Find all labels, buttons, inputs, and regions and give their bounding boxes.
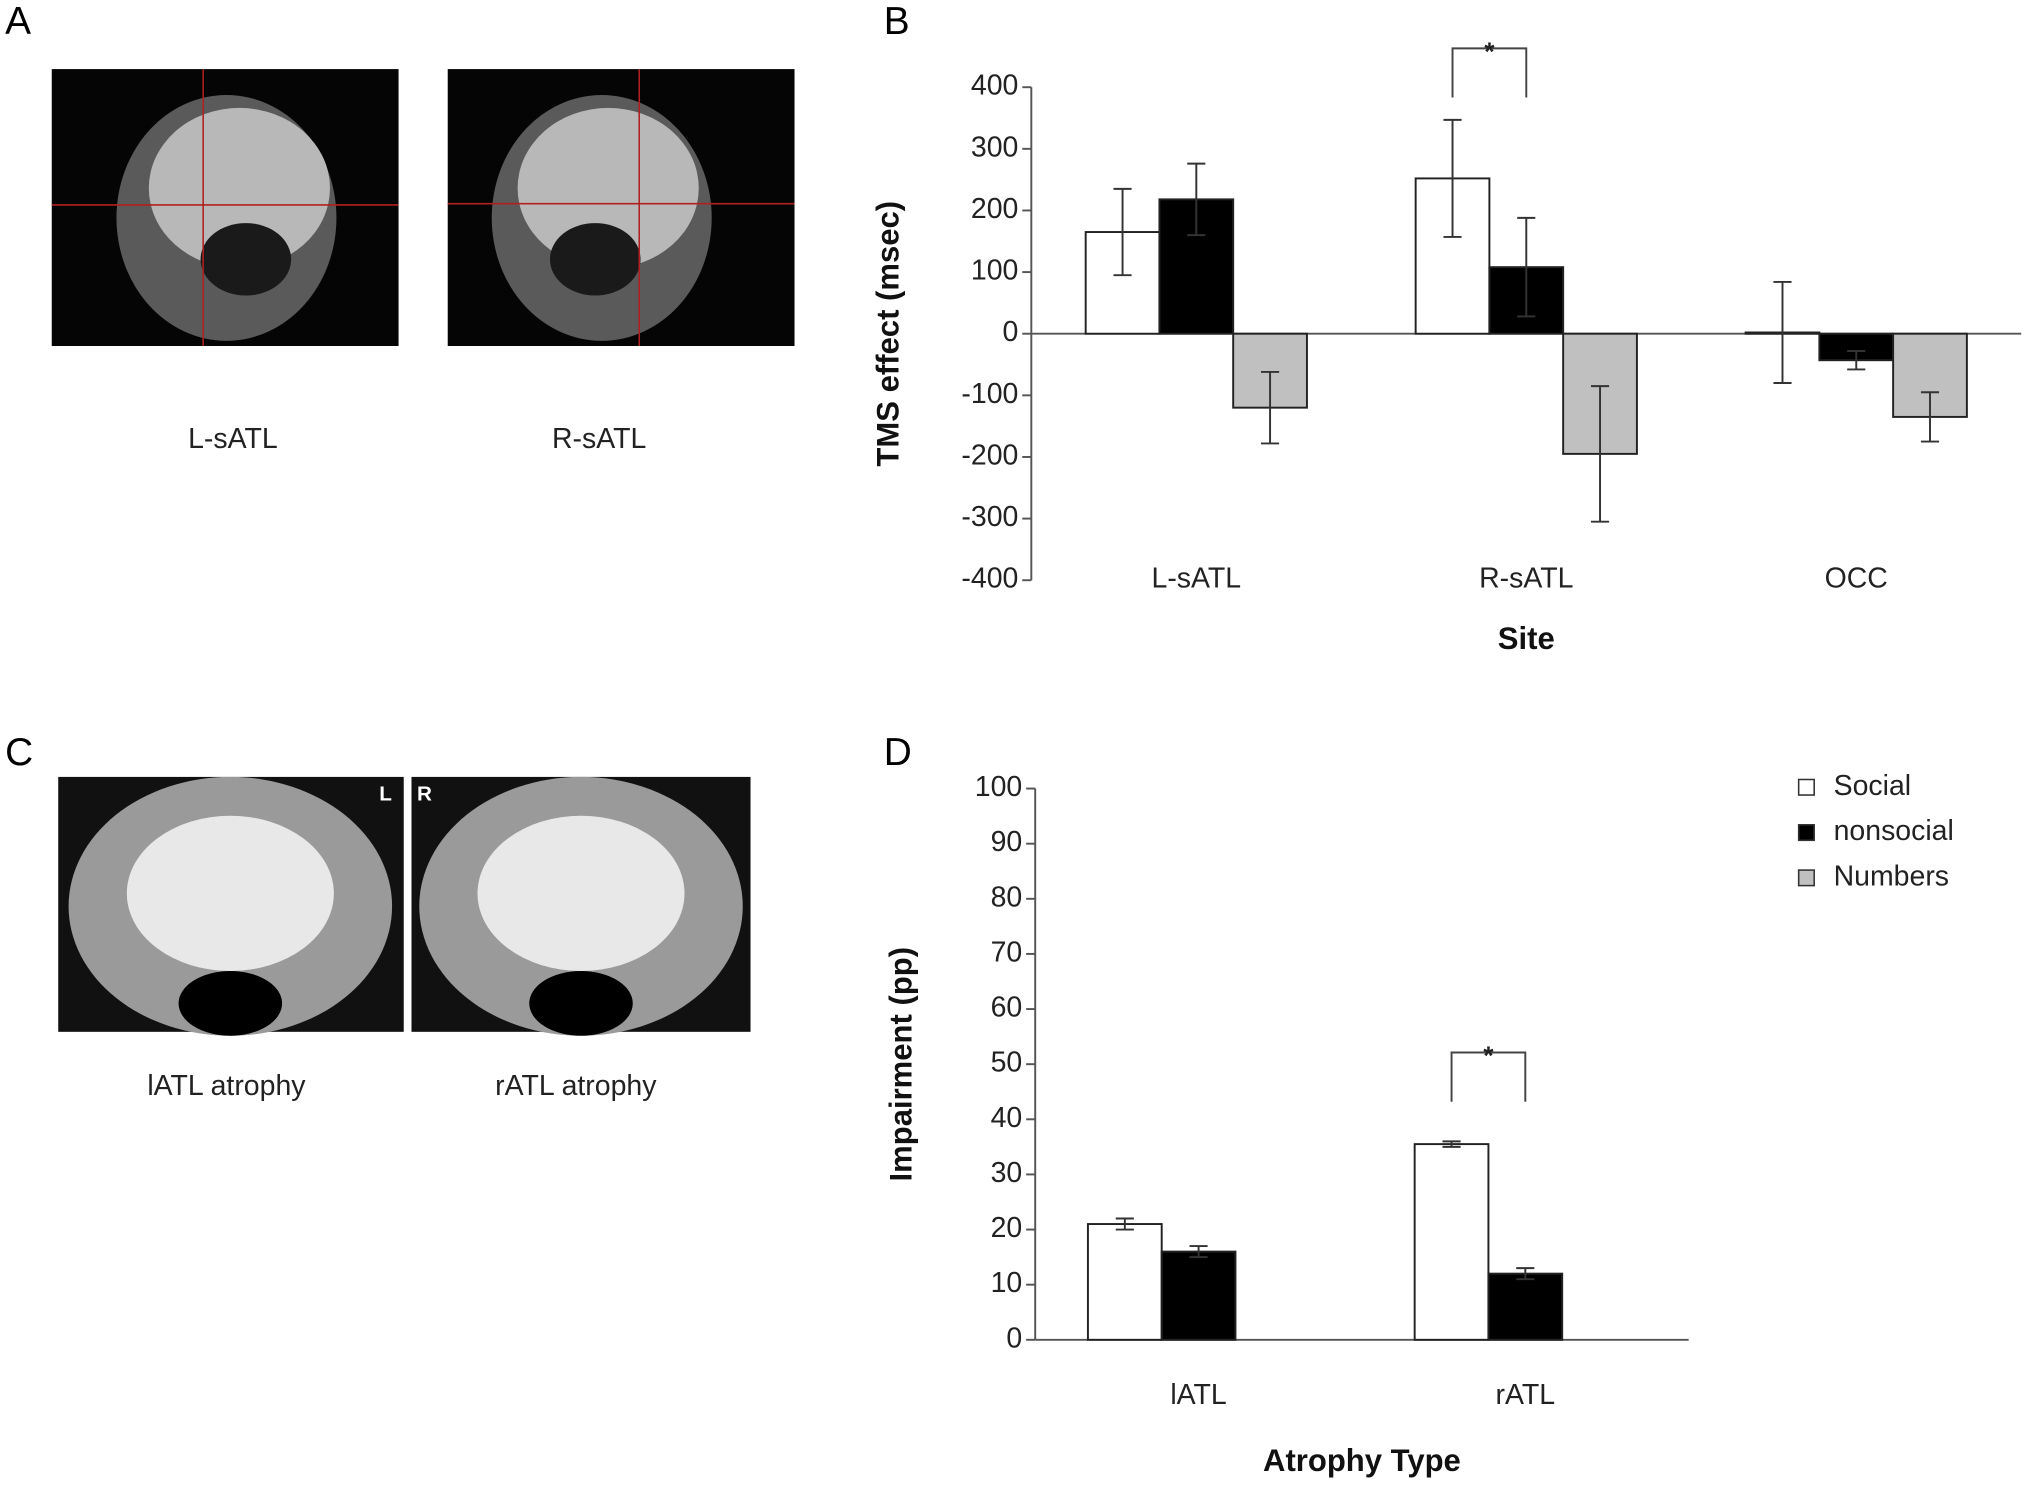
y-tick-label: 20 xyxy=(991,1212,1023,1244)
y-tick-label: 300 xyxy=(971,131,1018,163)
legend-swatch xyxy=(1797,824,1815,842)
x-tick-label: L-sATL xyxy=(1152,563,1242,595)
panel-letter: D xyxy=(884,731,912,774)
bar xyxy=(1160,1250,1237,1341)
x-tick-label: OCC xyxy=(1825,563,1888,595)
mri-sagittal xyxy=(447,69,795,347)
y-tick-label: -100 xyxy=(961,378,1018,410)
error-bar xyxy=(1442,1140,1461,1148)
y-tick-label: 10 xyxy=(991,1267,1023,1299)
legend-label: Social xyxy=(1834,770,1912,802)
mri-sagittal xyxy=(51,69,399,347)
significance-bracket xyxy=(1450,1051,1527,1102)
significance-bracket xyxy=(1451,47,1528,98)
y-axis-title: Impairment (pp) xyxy=(883,947,918,1182)
error-bar xyxy=(1590,385,1610,523)
y-tick-label: 80 xyxy=(991,881,1023,913)
panel-letter: C xyxy=(5,731,33,774)
bar xyxy=(1413,1143,1490,1341)
error-bar xyxy=(1189,1245,1208,1259)
error-bar xyxy=(1516,1267,1535,1281)
y-tick-label: 30 xyxy=(991,1157,1023,1189)
image-caption: lATL atrophy xyxy=(147,1070,306,1102)
legend-label: Numbers xyxy=(1834,860,1949,892)
y-tick-label: 50 xyxy=(991,1047,1023,1079)
y-tick-label: -400 xyxy=(961,563,1018,595)
error-bar xyxy=(1443,118,1462,238)
y-tick-label: 0 xyxy=(1003,316,1019,348)
y-tick-label: 60 xyxy=(991,992,1023,1024)
y-axis-title: TMS effect (msec) xyxy=(870,201,905,467)
y-tick-label: -300 xyxy=(961,501,1018,533)
image-mark: R xyxy=(417,782,432,805)
y-tick-label: -200 xyxy=(961,439,1018,471)
panel-letter: B xyxy=(884,0,910,43)
image-caption: rATL atrophy xyxy=(495,1070,657,1102)
legend-swatch xyxy=(1797,869,1815,887)
error-bar xyxy=(1920,391,1940,443)
x-tick-label: R-sATL xyxy=(1479,563,1573,595)
y-tick-label: 400 xyxy=(971,70,1018,102)
mri-coronal: L xyxy=(58,776,404,1036)
error-bar xyxy=(1773,280,1792,384)
mri-coronal: R xyxy=(411,776,751,1036)
y-tick-label: 200 xyxy=(971,193,1018,225)
bar xyxy=(1487,1272,1564,1341)
image-mark: L xyxy=(379,782,392,805)
error-bar xyxy=(1517,216,1536,318)
x-axis-title: Atrophy Type xyxy=(1263,1443,1461,1478)
image-caption: R-sATL xyxy=(552,423,646,455)
significance-label: * xyxy=(1484,38,1495,66)
y-tick-label: 0 xyxy=(1006,1322,1022,1354)
image-caption: L-sATL xyxy=(188,423,278,455)
legend-label: nonsocial xyxy=(1834,815,1954,847)
error-bar xyxy=(1847,349,1866,371)
x-axis-title: Site xyxy=(1498,621,1555,656)
legend-swatch xyxy=(1797,778,1815,796)
y-tick-label: 70 xyxy=(991,936,1023,968)
panel-letter: A xyxy=(5,0,31,43)
bar xyxy=(1086,1223,1163,1341)
error-bar xyxy=(1113,187,1132,277)
y-tick-label: 100 xyxy=(971,255,1018,287)
y-tick-label: 100 xyxy=(975,771,1022,803)
x-tick-label: lATL xyxy=(1170,1379,1226,1411)
significance-label: * xyxy=(1483,1043,1494,1071)
y-tick-label: 90 xyxy=(991,826,1023,858)
error-bar xyxy=(1115,1217,1134,1231)
error-bar xyxy=(1187,162,1206,237)
error-bar xyxy=(1261,370,1280,445)
y-tick-label: 40 xyxy=(991,1102,1023,1134)
x-tick-label: rATL xyxy=(1496,1379,1556,1411)
